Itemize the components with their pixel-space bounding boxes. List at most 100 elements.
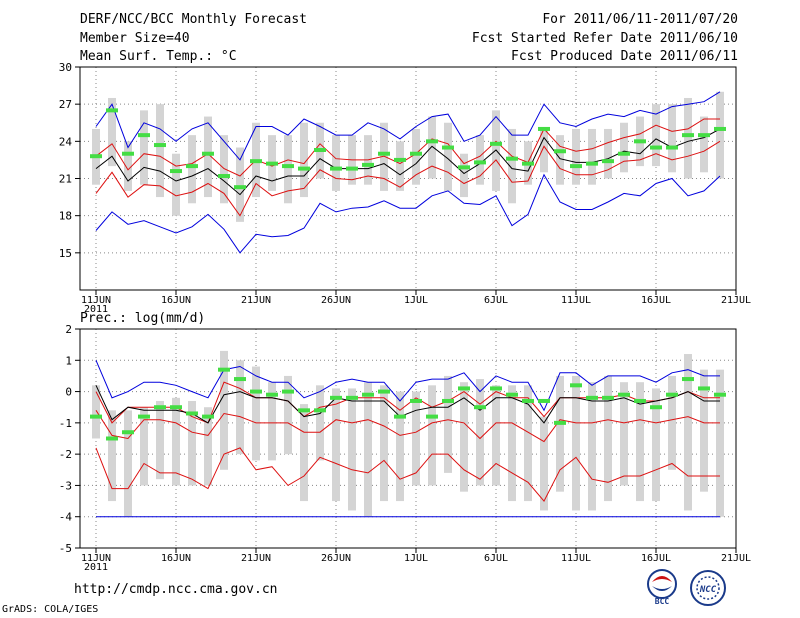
temp-range-box xyxy=(572,128,580,185)
prec-range-box xyxy=(508,385,516,502)
prec-control-mark xyxy=(138,414,150,419)
temp-control-mark xyxy=(90,154,102,159)
prec-xtick-label: 11JUL xyxy=(561,553,591,564)
temp-range-box xyxy=(220,135,228,204)
temp-range-box xyxy=(140,110,148,185)
temp-range-box xyxy=(460,153,468,198)
prec-range-box xyxy=(492,385,500,486)
temp-series-mean xyxy=(95,128,721,196)
prec-control-mark xyxy=(474,405,486,410)
temp-ytick-label: 24 xyxy=(59,135,73,148)
prec-range-box xyxy=(364,382,372,517)
temp-ytick-label: 27 xyxy=(59,98,72,111)
prec-control-mark xyxy=(554,420,566,425)
prec-ytick-label: -1 xyxy=(59,417,72,430)
prec-control-mark xyxy=(186,411,198,416)
logos: BCC NCC xyxy=(647,569,726,606)
prec-ytick-label: -4 xyxy=(59,511,73,524)
temp-range-box xyxy=(236,147,244,222)
header-left-line-1: DERF/NCC/BCC Monthly Forecast xyxy=(80,12,307,27)
prec-xtick-label: 26JUN xyxy=(321,553,351,564)
prec-control-mark xyxy=(506,392,518,397)
prec-range-box xyxy=(476,379,484,486)
temp-series-min xyxy=(95,173,721,254)
temp-range-box xyxy=(172,153,180,216)
temp-xtick-label: 1JUL xyxy=(404,295,428,306)
prec-control-mark xyxy=(714,392,726,397)
temp-range-box xyxy=(652,104,660,167)
bcc-logo-text: BCC xyxy=(655,597,670,606)
temp-range-box xyxy=(412,128,420,185)
prec-control-mark xyxy=(698,386,710,391)
temp-ytick-label: 21 xyxy=(59,173,72,186)
header-right-line-2: Fcst Started Refer Date 2011/06/10 xyxy=(471,31,738,46)
temp-control-mark xyxy=(458,165,470,170)
temp-control-mark xyxy=(202,151,214,156)
prec-xtick-label: 11JUN xyxy=(81,553,111,564)
prec-series-mean xyxy=(95,385,720,424)
prec-range-box xyxy=(556,375,564,492)
ncc-logo-globe xyxy=(696,576,720,600)
temp-range-box xyxy=(444,122,452,191)
prec-xtick-label: 16JUL xyxy=(641,553,671,564)
temp-range-box xyxy=(620,122,628,173)
prec-control-mark xyxy=(538,398,550,403)
temp-control-mark xyxy=(346,166,358,171)
temp-control-mark xyxy=(618,151,630,156)
temp-range-box xyxy=(156,104,164,198)
prec-range-box xyxy=(284,375,292,455)
temp-range-box xyxy=(684,97,692,179)
prec-range-box xyxy=(396,391,404,502)
prec-range-box xyxy=(92,385,100,439)
prec-range-box xyxy=(156,400,164,480)
prec-range-box xyxy=(572,375,580,511)
prec-ytick-label: -3 xyxy=(59,479,72,492)
prec-xtick-label: 1JUL xyxy=(404,553,428,564)
temp-control-mark xyxy=(378,151,390,156)
temp-xtick-label: 16JUN xyxy=(161,295,191,306)
prec-range-box xyxy=(236,360,244,455)
temp-control-mark xyxy=(234,185,246,190)
temp-control-mark xyxy=(442,145,454,150)
prec-ytick-label: 1 xyxy=(65,354,72,367)
prec-range-box xyxy=(412,391,420,486)
temp-series-max xyxy=(95,91,721,161)
temp-range-box xyxy=(204,116,212,198)
bcc-logo-ring xyxy=(647,569,677,599)
temp-range-box xyxy=(188,135,196,204)
temp-range-box xyxy=(716,91,724,179)
temp-control-mark xyxy=(362,162,374,167)
prec-range-box xyxy=(636,382,644,502)
header-left-line-3: Mean Surf. Temp.: °C xyxy=(80,49,237,64)
temp-range-box xyxy=(380,122,388,191)
temp-ytick-label: 18 xyxy=(59,210,72,223)
temp-range-box xyxy=(604,128,612,179)
temp-range-box xyxy=(540,128,548,173)
temp-xtick-label: 16JUL xyxy=(641,295,671,306)
prec-range-box xyxy=(108,410,116,502)
grads-credit: GrADS: COLA/IGES xyxy=(2,604,99,615)
temp-control-mark xyxy=(170,169,182,174)
temp-range-box xyxy=(428,116,436,179)
prec-range-box xyxy=(604,375,612,502)
prec-control-mark xyxy=(266,392,278,397)
temp-control-mark xyxy=(698,133,710,138)
temp-control-mark xyxy=(186,164,198,169)
prec-control-mark xyxy=(666,392,678,397)
prec-xtick-label: 6JUL xyxy=(484,553,508,564)
prec-control-mark xyxy=(122,430,134,435)
prec-ytick-label: -2 xyxy=(59,448,72,461)
prec-control-mark xyxy=(234,377,246,382)
prec-range-box xyxy=(220,350,228,470)
prec-range-box xyxy=(204,407,212,486)
source-url[interactable]: http://cmdp.ncc.cma.gov.cn xyxy=(74,582,278,597)
prec-range-box xyxy=(140,407,148,486)
temp-control-mark xyxy=(218,174,230,179)
prec-year-label: 2011 xyxy=(84,562,108,573)
prec-range-box xyxy=(716,369,724,517)
temp-control-mark xyxy=(282,164,294,169)
temp-series-upper xyxy=(95,118,720,177)
prec-range-box xyxy=(188,400,196,486)
temp-control-mark xyxy=(586,161,598,166)
temp-xtick-label: 21JUL xyxy=(721,295,751,306)
